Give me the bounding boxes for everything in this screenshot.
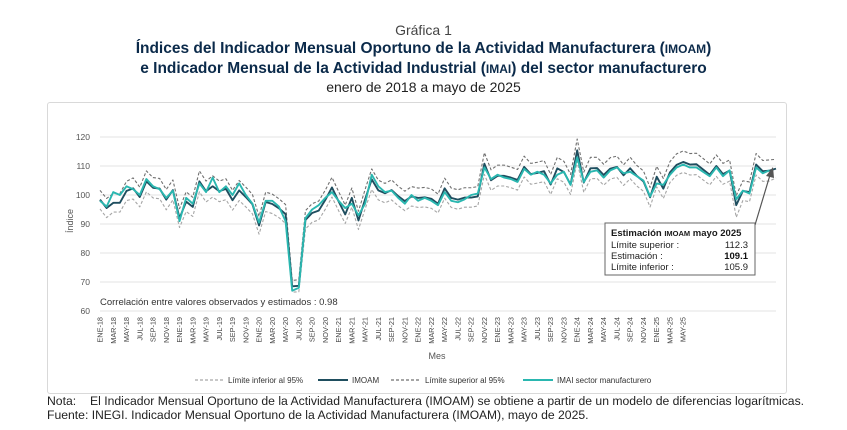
upper-limit-label: Límite superior : — [611, 240, 679, 251]
x-tick-label: SEP-18 — [149, 317, 158, 342]
x-tick-label: JUL-20 — [294, 317, 303, 341]
x-tick-label: NOV-23 — [559, 317, 568, 343]
series-lines — [99, 138, 777, 293]
chart-panel: 60 70 80 90 100 110 120 ENE-18 MAR-18 MAY-18 JUL-… — [47, 102, 787, 394]
x-tick-label: MAR-24 — [586, 317, 595, 344]
x-tick-label: NOV-21 — [400, 317, 409, 343]
estimate-box-title: Estimación IMOAM mayo 2025 — [611, 228, 742, 239]
y-axis-label: Índice — [65, 209, 75, 233]
x-tick-label: JUL-21 — [374, 317, 383, 341]
x-tick-label: MAR-19 — [188, 317, 197, 344]
x-tick-label: MAY-20 — [281, 317, 290, 342]
x-tick-label: NOV-19 — [241, 317, 250, 343]
legend-label-upper: Límite superior al 95% — [425, 376, 505, 385]
legend: Límite inferior al 95% IMOAM Límite supe… — [195, 376, 652, 385]
y-tick-label: 110 — [76, 161, 90, 171]
series-upper-limit — [99, 138, 777, 282]
footnote-source: Fuente: INEGI. Indicador Mensual Oportun… — [47, 408, 589, 422]
x-tick-label: MAY-24 — [599, 317, 608, 342]
x-tick-label: MAY-21 — [361, 317, 370, 342]
legend-label-imoam: IMOAM — [352, 376, 379, 385]
y-tick-label: 120 — [76, 132, 90, 142]
estimate-arrow — [754, 167, 774, 226]
estimate-label: Estimación : — [611, 251, 663, 262]
graph-number: Gráfica 1 — [395, 22, 452, 38]
correlation-annotation: Correlación entre valores observados y e… — [100, 297, 338, 308]
x-tick-label: JUL-18 — [135, 317, 144, 341]
x-tick-label: SEP-23 — [546, 317, 555, 342]
y-tick-label: 80 — [81, 248, 91, 258]
chart-title-line2: e Indicador Mensual de la Actividad Indu… — [140, 60, 707, 77]
x-axis-ticks: ENE-18 MAR-18 MAY-18 JUL-18 SEP-18 NOV-18 ENE-… — [96, 317, 688, 344]
x-tick-label: MAR-21 — [347, 317, 356, 344]
x-tick-label: ENE-25 — [652, 317, 661, 343]
x-tick-label: NOV-20 — [321, 317, 330, 343]
x-tick-label: ENE-24 — [573, 317, 582, 343]
x-tick-label: MAR-22 — [427, 317, 436, 344]
x-tick-label: ENE-20 — [255, 317, 264, 343]
x-tick-label: MAY-25 — [679, 317, 688, 342]
line-chart: 60 70 80 90 100 110 120 ENE-18 MAR-18 MAY-18 JUL-… — [65, 132, 777, 385]
y-tick-label: 100 — [76, 190, 90, 200]
chart-subtitle: enero de 2018 a mayo de 2025 — [326, 79, 521, 95]
estimate-value: 109.1 — [724, 251, 748, 262]
x-tick-label: ENE-19 — [175, 317, 184, 343]
x-tick-label: MAR-18 — [109, 317, 118, 344]
x-axis-label: Mes — [428, 351, 446, 361]
x-tick-label: JUL-23 — [533, 317, 542, 341]
x-tick-label: JUL-24 — [612, 317, 621, 341]
y-tick-label: 60 — [81, 306, 91, 316]
x-tick-label: ENE-23 — [493, 317, 502, 343]
x-tick-label: SEP-22 — [467, 317, 476, 342]
x-tick-label: SEP-20 — [308, 317, 317, 342]
upper-limit-value: 112.3 — [725, 240, 748, 251]
x-tick-label: JUL-22 — [453, 317, 462, 341]
estimate-box: Estimación IMOAM mayo 2025 Límite superi… — [604, 222, 756, 276]
footnotes: Nota: El Indicador Mensual Oportuno de la… — [47, 394, 804, 422]
y-tick-label: 70 — [81, 277, 91, 287]
x-tick-label: JUL-19 — [215, 317, 224, 341]
x-tick-label: NOV-18 — [162, 317, 171, 343]
x-tick-label: ENE-22 — [414, 317, 423, 343]
x-tick-label: ENE-18 — [96, 317, 105, 343]
x-tick-label: MAY-19 — [202, 317, 211, 342]
chart-title-line1: Índices del Indicador Mensual Oportuno d… — [135, 40, 712, 57]
lower-limit-value: 105.9 — [724, 262, 748, 273]
legend-label-imai: IMAI sector manufacturero — [557, 376, 652, 385]
gridlines — [100, 136, 776, 312]
x-tick-label: MAR-23 — [506, 317, 515, 344]
y-tick-label: 90 — [81, 219, 91, 229]
x-tick-label: ENE-21 — [334, 317, 343, 343]
x-tick-label: MAY-22 — [440, 317, 449, 342]
x-tick-label: SEP-21 — [387, 317, 396, 342]
lower-limit-label: Límite inferior : — [611, 262, 674, 273]
x-tick-label: SEP-19 — [228, 317, 237, 342]
x-tick-label: NOV-22 — [480, 317, 489, 343]
x-tick-label: MAR-20 — [268, 317, 277, 344]
x-tick-label: MAY-18 — [122, 317, 131, 342]
x-tick-label: NOV-24 — [639, 317, 648, 343]
y-axis-ticks: 60 70 80 90 100 110 120 — [76, 132, 90, 316]
series-imai — [99, 156, 770, 292]
legend-label-lower: Límite inferior al 95% — [228, 376, 303, 385]
x-tick-label: SEP-24 — [626, 317, 635, 342]
footnote-note: Nota: El Indicador Mensual Oportuno de la… — [47, 394, 805, 408]
x-tick-label: MAR-25 — [665, 317, 674, 344]
x-tick-label: MAY-23 — [520, 317, 529, 342]
